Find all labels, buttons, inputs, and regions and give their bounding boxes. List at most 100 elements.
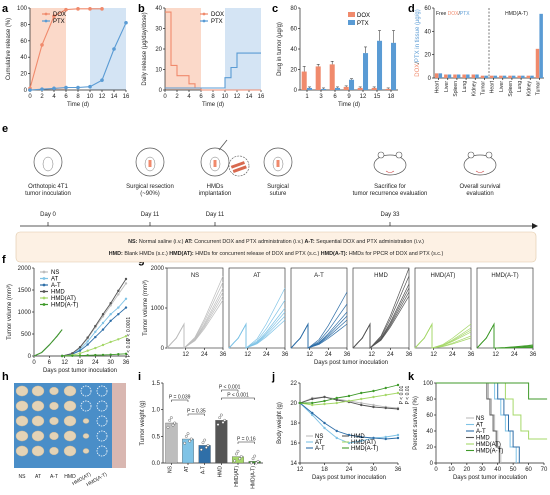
bar-ptx: [321, 88, 327, 90]
legend-label: PTX: [357, 21, 369, 27]
tumor-specimen: [49, 416, 59, 426]
tumor-specimen: [82, 418, 90, 424]
y-tick-label: 20: [424, 53, 431, 59]
legend-label: HMD(AT): [51, 296, 76, 302]
individual-curve: [476, 322, 534, 349]
p-value-label: P < 0.01: [126, 338, 132, 357]
x-tick-label: 30: [370, 467, 377, 473]
x-axis-title: Time (d): [338, 102, 360, 108]
data-point: [335, 398, 338, 402]
bar-dox: [385, 88, 391, 90]
significance-bracket: [221, 397, 255, 400]
x-tick-label: HMD: [217, 466, 223, 478]
tumor-specimen: [15, 385, 29, 397]
y-tick-label: 2000: [18, 266, 32, 272]
data-point: [117, 289, 120, 293]
y-tick-label: 0.5: [152, 434, 161, 440]
data-point: [94, 330, 97, 333]
tumor-specimen: [49, 431, 59, 441]
significance-bracket: [187, 413, 205, 416]
y-tick-label: 1.0: [152, 408, 161, 414]
data-point: [335, 396, 338, 400]
individual-curve: [166, 299, 224, 349]
individual-curve: [290, 315, 348, 349]
legend-label: A-T: [315, 446, 325, 452]
data-point: [335, 436, 338, 440]
data-point-ptx: [64, 85, 68, 90]
bar-dox: [535, 48, 540, 78]
group-description: Blank HMDs (s.c.): [124, 251, 168, 257]
x-tick-label: 0: [32, 360, 36, 366]
subplot-title: HMD(A-T): [491, 273, 518, 279]
y-tick-label: 0: [161, 346, 165, 352]
y-tick-label: 10: [155, 68, 162, 74]
bar-dox: [508, 75, 512, 78]
sample-point: [216, 423, 220, 426]
x-tick-label: Spleen: [453, 81, 459, 97]
panel-label-b: b: [138, 3, 145, 15]
step-caption: evaluation: [466, 191, 493, 197]
sample-point: [249, 461, 253, 465]
empty-tumor-outline: [80, 385, 92, 397]
bar-ptx: [475, 74, 479, 78]
y-axis-title: Body weight (g): [277, 402, 283, 444]
x-tick-label: A-T: [201, 466, 207, 474]
x-tick-label: Lung: [462, 81, 468, 92]
step-caption: Sacrifice for: [374, 184, 406, 190]
x-tick-label: NS: [167, 465, 173, 473]
series-line-pre: [33, 329, 63, 357]
bar: [198, 445, 211, 464]
data-point: [94, 324, 97, 328]
bar-ptx: [363, 53, 369, 90]
subplot-frame: [414, 267, 472, 349]
x-tick-label: Liver: [444, 81, 450, 92]
y-tick-label: 22: [290, 381, 297, 387]
group-title-free-ptx: PTX: [460, 11, 470, 17]
data-point: [396, 407, 400, 411]
group-abbrev: NS:: [128, 239, 139, 245]
data-point: [124, 297, 128, 300]
data-point: [124, 306, 128, 309]
y-tick-label: 20: [290, 401, 297, 407]
data-point: [396, 436, 400, 440]
bar-dox: [453, 74, 457, 78]
y-axis-title-rest: PTX in tissue (µg/g): [415, 9, 421, 62]
p-value-label: P < 0.01: [399, 385, 405, 404]
x-tick-label: 9: [347, 94, 351, 100]
bar-dox: [489, 75, 494, 78]
tumor-specimen: [31, 400, 45, 412]
panel-label-h: h: [2, 371, 9, 383]
data-point-dox: [100, 7, 104, 11]
dox-phase-shade: [30, 8, 66, 90]
sample-point: [206, 443, 210, 447]
y-tick-label: 20: [290, 68, 297, 74]
bar-dox: [517, 75, 521, 78]
significance-bracket: [171, 399, 189, 402]
data-point: [360, 391, 363, 395]
data-point: [109, 313, 112, 316]
data-point: [101, 313, 105, 316]
x-tick-label: 30: [107, 360, 114, 366]
x-tick-label: 36: [344, 352, 351, 358]
data-point: [86, 343, 89, 346]
photo-ruler: [112, 383, 126, 468]
x-tick-label: 4: [187, 94, 191, 100]
y-tick-label: 500: [21, 332, 32, 338]
sample-point: [168, 418, 172, 422]
group-label: NS: [19, 474, 27, 480]
y-tick-label: 0: [159, 88, 163, 94]
data-point: [86, 340, 89, 343]
data-point: [360, 403, 363, 407]
subplot-frame: [228, 267, 286, 349]
x-tick-label: 24: [449, 352, 456, 358]
series-line-pre: [33, 329, 63, 357]
y-tick-label: 1000: [151, 306, 165, 312]
sample-point: [169, 416, 173, 420]
y-tick-label: 0: [430, 461, 434, 467]
legend-marker: [42, 277, 46, 280]
data-point: [117, 353, 120, 356]
bar-ptx: [511, 75, 516, 78]
data-point: [124, 352, 128, 355]
x-tick-label: 6: [64, 94, 68, 100]
